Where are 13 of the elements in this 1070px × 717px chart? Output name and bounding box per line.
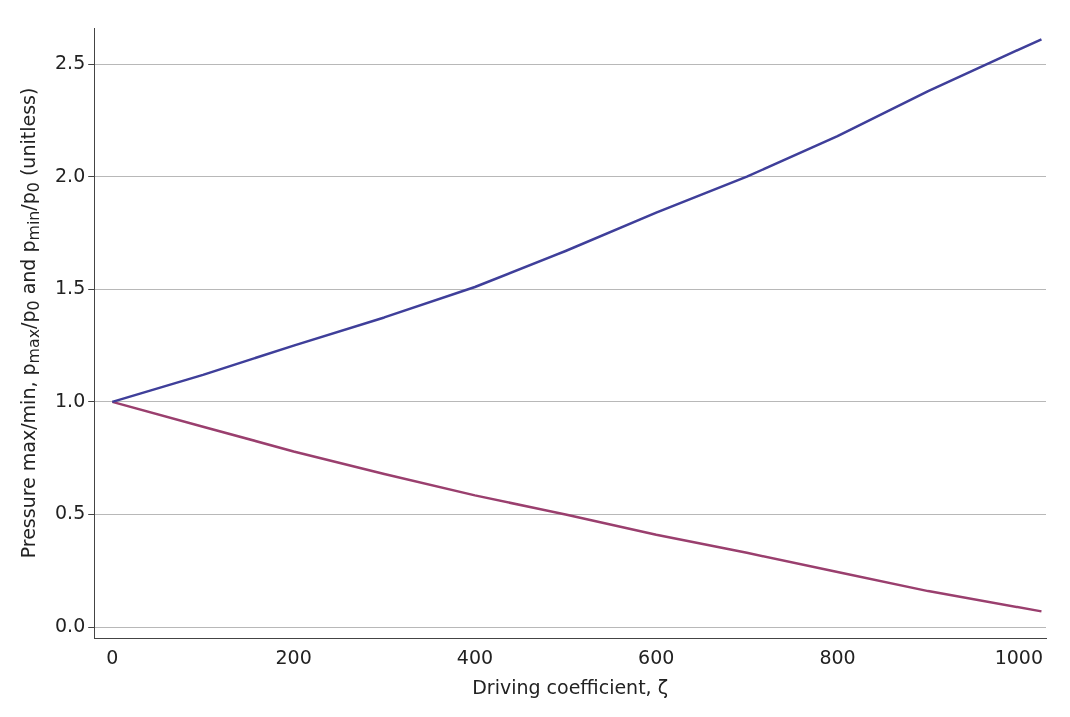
x-tick-label: 1000	[994, 645, 1043, 668]
y-tick-label: 0.5	[55, 501, 86, 524]
x-tick-label: 200	[275, 645, 312, 668]
x-tick-label: 600	[638, 645, 675, 668]
x-axis-title: Driving coefficient, ζ	[472, 675, 669, 698]
y-tick-label: 1.5	[55, 276, 86, 299]
x-tick-label: 0	[106, 645, 119, 668]
y-tick-label: 0.0	[55, 614, 86, 637]
y-tick-label: 2.5	[55, 50, 86, 73]
y-tick-label: 1.0	[55, 388, 86, 411]
y-tick-label: 2.0	[55, 163, 86, 186]
x-tick-label: 800	[819, 645, 856, 668]
x-tick-label: 400	[456, 645, 494, 668]
